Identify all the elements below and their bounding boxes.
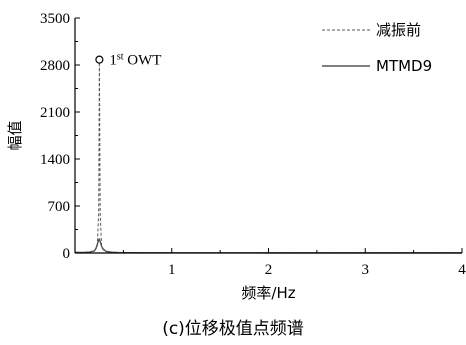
y-tick-label: 1400: [40, 152, 70, 168]
y-tick-label: 3500: [40, 11, 70, 27]
peak-annotation: 1st OWT: [109, 52, 161, 69]
x-tick-label: 3: [362, 262, 370, 278]
y-tick-label: 700: [48, 199, 71, 215]
y-tick-label: 0: [63, 246, 71, 262]
y-tick-label: 2100: [40, 105, 70, 121]
x-axis-title: 频率/Hz: [241, 284, 295, 302]
y-axis-title: 幅值: [6, 120, 24, 150]
series-line-1: [74, 59, 462, 254]
x-tick-label: 2: [265, 262, 273, 278]
legend-label: 减振前: [376, 21, 421, 39]
y-tick-label: 2800: [40, 58, 70, 74]
figure-caption: (c)位移极值点频谱: [162, 319, 304, 339]
legend-label: MTMD9: [376, 57, 432, 75]
x-tick-label: 4: [458, 262, 466, 278]
x-tick-label: 1: [168, 262, 176, 278]
peak-marker: [95, 55, 104, 64]
